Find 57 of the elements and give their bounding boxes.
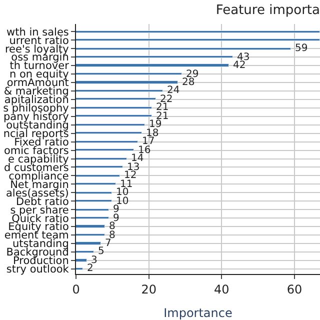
data-label: 28: [182, 77, 195, 88]
data-label: 17: [142, 136, 155, 147]
bar: [76, 64, 229, 67]
data-label: 19: [149, 119, 162, 130]
x-tick-label: 60: [286, 282, 302, 296]
bar: [76, 132, 142, 134]
bar: [76, 48, 291, 50]
y-tick-label: outstanding: [6, 120, 69, 132]
bar: [76, 158, 127, 160]
data-label: 14: [131, 153, 144, 164]
bar: [76, 98, 156, 100]
x-axis-title: Importance: [164, 306, 232, 320]
data-label: 3: [91, 255, 98, 266]
chart-title: Feature importa: [216, 2, 320, 18]
data-label: 21: [156, 102, 169, 113]
bar: [76, 200, 112, 202]
y-tick-label: e capability: [8, 153, 69, 166]
bar: [76, 258, 87, 262]
bar: [76, 216, 109, 219]
data-label: 9: [113, 213, 120, 224]
data-label: 24: [167, 85, 180, 96]
data-label: 9: [113, 204, 120, 215]
data-label: 2: [87, 263, 94, 274]
bar: [76, 148, 134, 151]
bar: [76, 268, 83, 270]
bar: [76, 224, 105, 228]
bar: [76, 56, 233, 58]
bar: [76, 192, 112, 194]
x-tick-label: 40: [214, 282, 230, 296]
bar: [76, 242, 101, 245]
bar: [76, 174, 120, 177]
data-label: 8: [109, 230, 116, 241]
x-tick-label: 0: [72, 282, 80, 296]
y-tick-label: ales(assets): [6, 187, 69, 200]
data-label: 42: [233, 60, 246, 71]
data-label: 5: [98, 246, 104, 257]
data-label: 7: [105, 238, 112, 249]
bar: [76, 166, 123, 168]
bar: [76, 250, 94, 253]
data-label: 12: [124, 170, 137, 181]
bar: [76, 234, 105, 236]
bar: [76, 80, 178, 84]
y-tick-label: apitalization: [4, 94, 69, 106]
bar: [76, 72, 182, 75]
data-label: 59: [295, 43, 308, 54]
y-tick-label: Background: [6, 246, 69, 259]
data-label: 10: [116, 187, 129, 198]
bar: [76, 90, 163, 92]
bar: [76, 208, 109, 211]
bar: [76, 182, 116, 185]
x-tick-label: 20: [141, 282, 156, 296]
bar: [76, 140, 138, 143]
bar: [76, 106, 152, 109]
bar: [76, 124, 145, 126]
bar: [76, 114, 152, 117]
data-label: 8: [109, 221, 116, 232]
y-tick-label: ree's loyalty: [4, 43, 69, 56]
